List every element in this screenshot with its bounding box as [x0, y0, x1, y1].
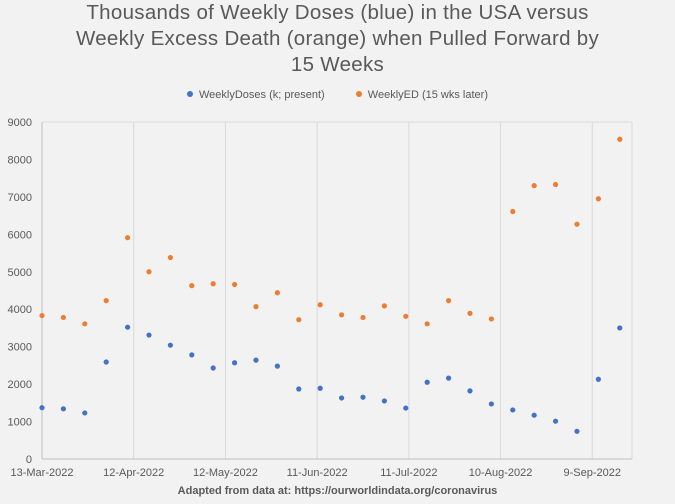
data-point-doses [595, 376, 601, 382]
data-point-excess-death [124, 235, 131, 241]
data-point-excess-death [60, 314, 66, 321]
x-tick-label: 11-Jul-2022 [380, 467, 437, 479]
data-point-excess-death [617, 136, 623, 142]
x-tick-label: 13-Mar-2022 [11, 467, 74, 479]
data-point-excess-death [552, 181, 559, 188]
legend-marker-excess-death [355, 91, 362, 98]
data-point-doses [103, 359, 109, 365]
y-tick-label: 6000 [8, 229, 32, 241]
x-tick-label: 9-Sep-2022 [564, 467, 622, 479]
y-tick-label: 9000 [8, 117, 32, 129]
chart-title-line-1: Thousands of Weekly Doses (blue) in the … [86, 1, 589, 24]
chart-title: Thousands of Weekly Doses (blue) in the … [40, 0, 635, 78]
data-point-excess-death [381, 303, 387, 309]
data-point-doses [39, 405, 45, 411]
data-point-doses [146, 332, 152, 338]
x-tick-label: 10-Aug-2022 [469, 467, 533, 479]
legend-item-excess-death: WeeklyED (15 wks later) [355, 89, 488, 101]
data-point-doses [82, 410, 88, 416]
x-tick-label: 12-Apr-2022 [103, 467, 164, 479]
data-point-excess-death [253, 304, 259, 310]
data-point-doses [488, 401, 494, 407]
data-point-excess-death [82, 321, 88, 327]
data-point-excess-death [595, 196, 601, 202]
y-tick-label: 0 [26, 454, 32, 466]
data-point-doses [552, 418, 559, 424]
data-point-doses [574, 428, 580, 434]
y-tick-label: 2000 [8, 379, 32, 391]
data-point-doses [381, 398, 387, 404]
data-point-excess-death [488, 316, 494, 322]
data-point-excess-death [574, 221, 580, 227]
data-point-doses [317, 385, 323, 391]
chart-title-line-2: Weekly Excess Death (orange) when Pulled… [75, 27, 600, 50]
data-point-excess-death [231, 281, 238, 288]
data-point-excess-death [210, 281, 216, 287]
legend-marker-doses [186, 91, 193, 98]
legend: WeeklyDoses (k; present) WeeklyED (15 wk… [0, 89, 675, 101]
legend-label-excess-death: WeeklyED (15 wks later) [367, 89, 488, 101]
data-point-excess-death [445, 298, 452, 304]
data-point-doses [189, 352, 195, 358]
legend-item-doses: WeeklyDoses (k; present) [186, 89, 325, 101]
x-tick-label: 11-Jun-2022 [287, 467, 348, 479]
data-point-excess-death [403, 313, 409, 319]
y-tick-label: 1000 [8, 417, 32, 429]
data-point-excess-death [189, 283, 195, 289]
y-tick-label: 7000 [8, 192, 32, 204]
data-point-doses [296, 386, 302, 392]
data-point-doses [274, 363, 280, 369]
data-point-excess-death [167, 254, 173, 261]
data-point-doses [60, 406, 66, 412]
data-point-excess-death [146, 269, 152, 275]
data-point-excess-death [39, 312, 45, 319]
data-point-excess-death [531, 183, 537, 189]
source-note: Adapted from data at: https://ourworldin… [177, 485, 498, 497]
data-point-excess-death [103, 298, 109, 304]
y-tick-label: 5000 [8, 267, 32, 279]
y-tick-label: 8000 [8, 154, 32, 166]
data-point-excess-death [317, 302, 323, 308]
data-point-doses [510, 407, 516, 413]
data-point-excess-death [467, 310, 473, 316]
data-point-doses [124, 324, 131, 330]
data-point-doses [231, 360, 238, 366]
data-point-doses [617, 325, 623, 331]
data-point-excess-death [510, 208, 516, 215]
data-point-doses [403, 405, 409, 411]
data-point-excess-death [360, 314, 366, 321]
data-point-doses [424, 379, 430, 385]
data-point-excess-death [424, 321, 430, 327]
data-point-doses [210, 365, 216, 371]
data-point-doses [167, 342, 173, 348]
data-point-doses [531, 412, 537, 418]
y-tick-label: 4000 [8, 304, 32, 316]
data-point-doses [360, 394, 366, 400]
data-point-doses [467, 388, 473, 394]
data-point-doses [338, 395, 345, 401]
y-tick-label: 3000 [8, 342, 32, 354]
x-tick-label: 12-May-2022 [193, 467, 258, 479]
data-point-excess-death [274, 290, 280, 296]
data-point-doses [253, 357, 259, 363]
chart-title-line-3: 15 Weeks [290, 53, 385, 76]
data-point-doses [445, 375, 452, 381]
legend-label-doses: WeeklyDoses (k; present) [198, 89, 325, 101]
data-point-excess-death [338, 312, 345, 318]
data-point-excess-death [296, 317, 302, 323]
